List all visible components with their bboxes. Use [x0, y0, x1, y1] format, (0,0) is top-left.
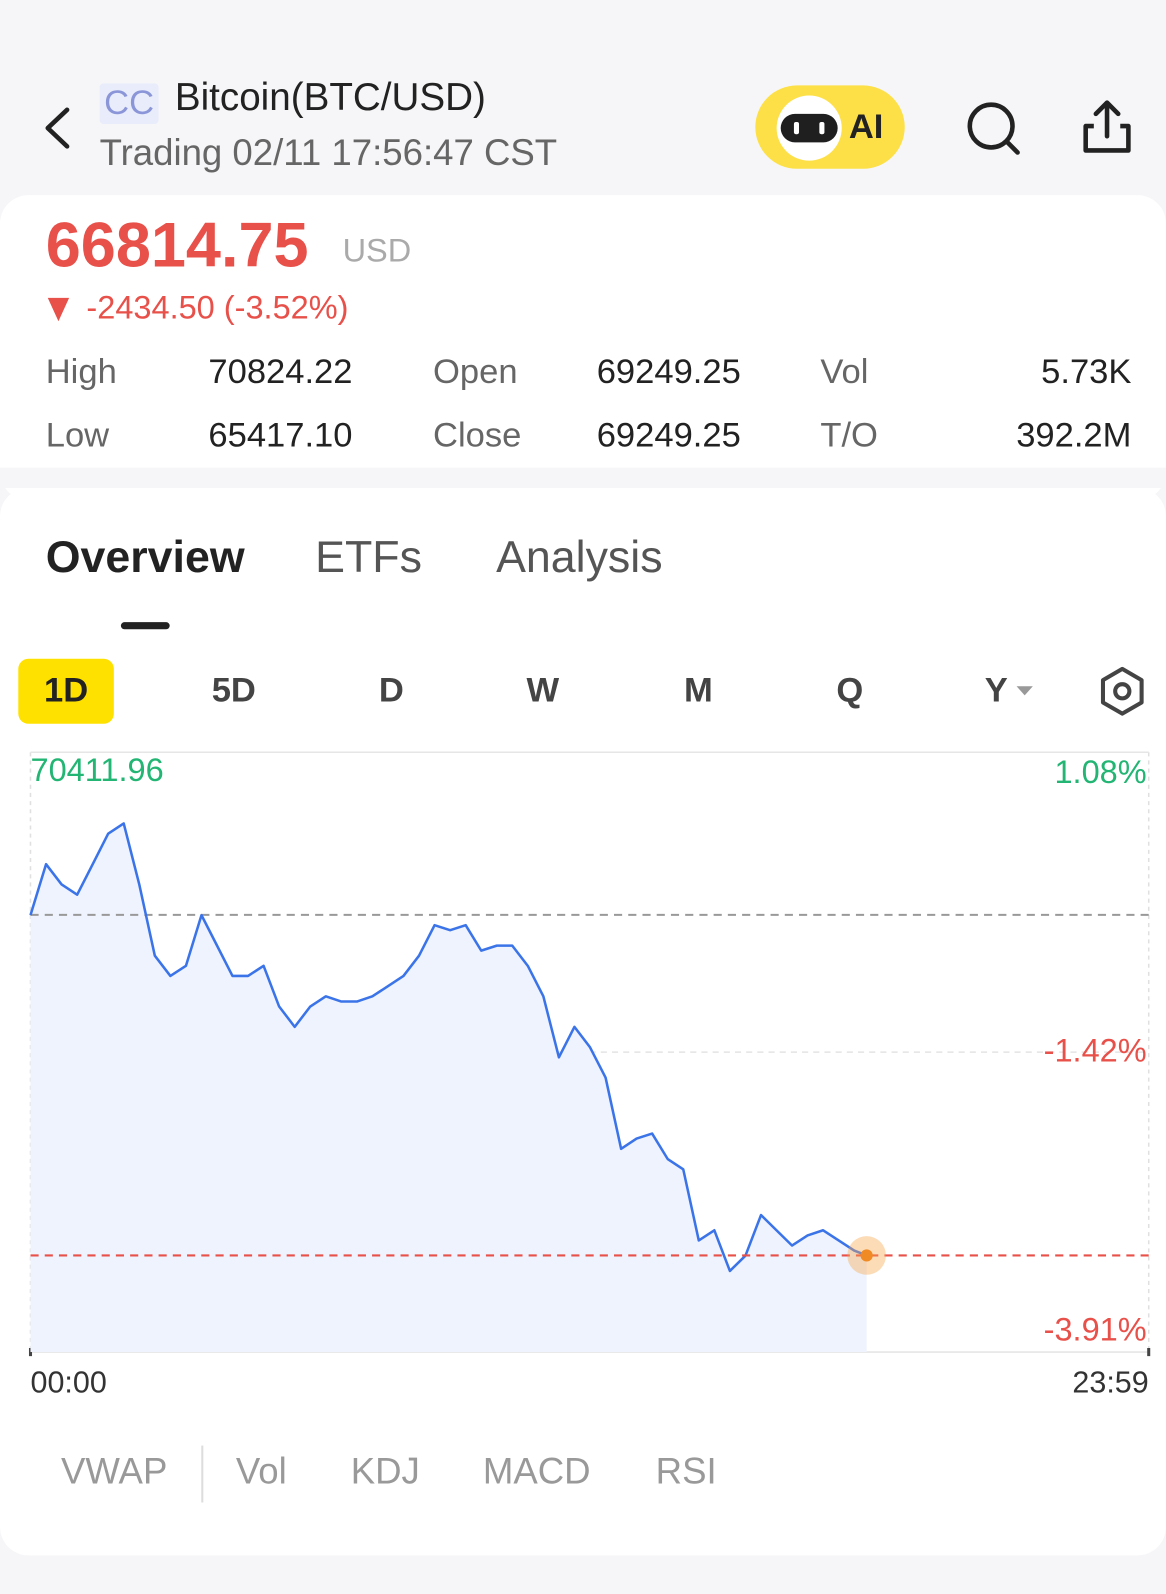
- ai-label: AI: [849, 108, 884, 146]
- indicator[interactable]: KDJ: [351, 1451, 420, 1492]
- stat-value: 392.2M: [1016, 416, 1131, 454]
- stat-label: Low: [46, 416, 110, 454]
- period[interactable]: Y: [985, 671, 1008, 709]
- stat-label: Vol: [820, 353, 868, 391]
- gear-icon: [1100, 666, 1144, 716]
- period[interactable]: W: [527, 671, 560, 709]
- period[interactable]: Q: [836, 671, 863, 709]
- tab[interactable]: Overview: [46, 533, 245, 582]
- stat-label: Close: [433, 416, 521, 454]
- ai-eye: [793, 121, 800, 135]
- tab-underline: [120, 622, 170, 630]
- period[interactable]: 5D: [212, 671, 256, 709]
- indicator[interactable]: RSI: [656, 1451, 717, 1492]
- search-icon: [967, 102, 1015, 150]
- ai-visor: [780, 113, 838, 143]
- gear-center: [1113, 682, 1132, 701]
- currency: USD: [343, 233, 412, 269]
- indicator[interactable]: Vol: [236, 1451, 287, 1492]
- back-button[interactable]: [45, 107, 70, 149]
- stat-label: High: [46, 353, 117, 391]
- y2-tick-label: 1.08%: [1054, 754, 1146, 790]
- stat-value: 70824.22: [208, 353, 352, 391]
- share-button[interactable]: [1083, 100, 1131, 153]
- separator: [0, 467, 1166, 488]
- stat-value: 65417.10: [208, 416, 352, 454]
- title: Bitcoin(BTC/USD): [175, 76, 486, 119]
- stat-value: 5.73K: [1041, 353, 1131, 391]
- indicator[interactable]: MACD: [483, 1451, 591, 1492]
- quote-card: [0, 195, 1166, 501]
- share-box: [1083, 123, 1131, 153]
- area: [30, 823, 867, 1353]
- period[interactable]: 1D: [44, 671, 88, 709]
- indicator[interactable]: VWAP: [61, 1451, 167, 1492]
- stat-label: T/O: [820, 416, 878, 454]
- x-tick-label: 23:59: [1072, 1366, 1148, 1400]
- current-point: [860, 1249, 873, 1262]
- y2-tick-label: -3.91%: [1044, 1311, 1147, 1347]
- badge-bg: [99, 83, 159, 125]
- y-tick-label: 70411.96: [30, 752, 163, 788]
- search-button[interactable]: [967, 102, 1020, 155]
- change: -2434.50 (-3.52%): [86, 290, 348, 326]
- tab[interactable]: Analysis: [496, 533, 663, 582]
- ai-eye: [819, 121, 825, 135]
- share-arrow: [1093, 100, 1121, 139]
- dropdown-arrow: [1016, 686, 1033, 696]
- search-handle: [1004, 139, 1020, 155]
- stat-value: 69249.25: [597, 416, 741, 454]
- price-line: [29, 822, 868, 1273]
- period[interactable]: M: [684, 671, 713, 709]
- down-arrow: [47, 297, 70, 322]
- badge: CC: [104, 84, 154, 122]
- settings-button[interactable]: [1100, 666, 1144, 716]
- stat-value: 69249.25: [597, 353, 741, 391]
- y2-tick-label: -1.42%: [1044, 1032, 1147, 1068]
- tab[interactable]: ETFs: [315, 533, 422, 582]
- price: 66814.75: [46, 211, 309, 281]
- x-tick-label: 00:00: [30, 1366, 106, 1400]
- stat-label: Open: [433, 353, 518, 391]
- period[interactable]: D: [379, 671, 404, 709]
- active-period-bg: [18, 658, 114, 724]
- ai-button[interactable]: AI: [755, 85, 905, 169]
- status: Trading 02/11 17:56:47 CST: [100, 132, 558, 173]
